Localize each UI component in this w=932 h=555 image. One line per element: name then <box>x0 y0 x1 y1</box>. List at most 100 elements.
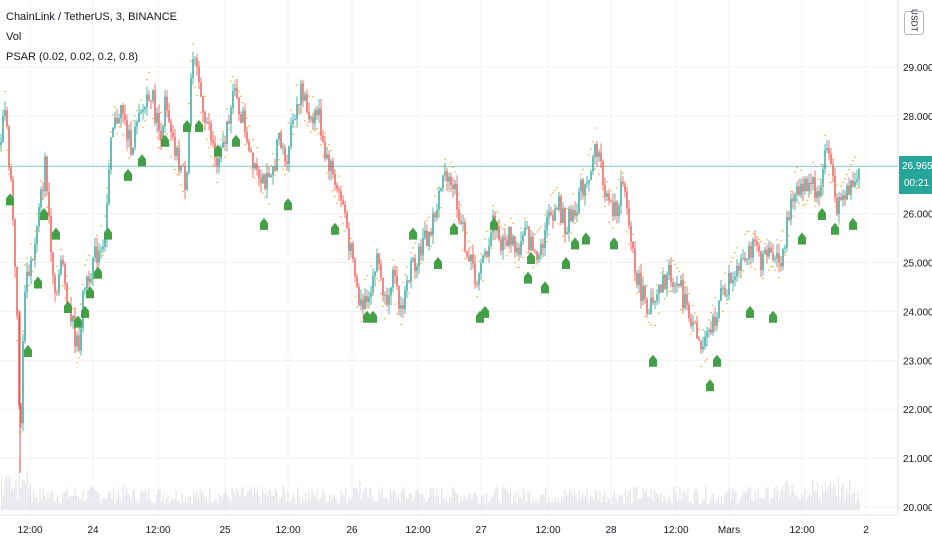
buy-signal-marker[interactable] <box>183 120 191 133</box>
candle-body <box>620 181 622 206</box>
candle-body <box>262 174 264 184</box>
buy-signal-marker[interactable] <box>195 120 203 133</box>
time-axis[interactable]: 12:00 24 12:00 25 12:00 26 12:00 27 12:00 28 12:00… <box>17 525 869 536</box>
psar-dot <box>672 259 674 262</box>
volume-bar <box>50 490 52 510</box>
volume-bar <box>548 497 550 510</box>
buy-signal-marker[interactable] <box>104 227 112 240</box>
buy-signal-marker[interactable] <box>831 222 839 235</box>
buy-signal-marker[interactable] <box>818 208 826 221</box>
psar-dot <box>598 173 600 175</box>
volume-bar <box>357 493 359 510</box>
candle-body <box>244 110 246 133</box>
volume-bar <box>594 489 596 510</box>
volume-bar <box>234 495 236 510</box>
volume-bar <box>122 486 124 510</box>
buy-signal-marker[interactable] <box>524 271 532 284</box>
volume-bar <box>530 503 532 510</box>
candle-body <box>98 250 100 263</box>
psar-dot <box>156 137 158 139</box>
volume-bar <box>796 495 798 510</box>
buy-signal-marker[interactable] <box>562 256 570 269</box>
volume-bar <box>780 490 782 510</box>
buy-signal-marker[interactable] <box>94 266 102 279</box>
buy-signal-marker[interactable] <box>86 286 94 299</box>
buy-signal-marker[interactable] <box>331 222 339 235</box>
buy-signal-marker[interactable] <box>706 379 714 392</box>
buy-signal-marker[interactable] <box>450 222 458 235</box>
candle-body <box>236 88 238 98</box>
volume-bar <box>265 492 267 510</box>
volume-bar <box>13 487 15 510</box>
buy-signal-marker[interactable] <box>713 354 721 367</box>
psar-dot <box>678 270 680 273</box>
buy-signal-marker[interactable] <box>284 198 292 211</box>
buy-signal-marker[interactable] <box>74 315 82 328</box>
psar-indicator-label[interactable]: PSAR (0.02, 0.02, 0.2, 0.8) <box>6 47 177 67</box>
volume-bar <box>433 487 435 510</box>
buy-signal-marker[interactable] <box>610 237 618 250</box>
buy-signal-marker[interactable] <box>409 227 417 240</box>
buy-signal-marker[interactable] <box>582 232 590 245</box>
volume-bar <box>420 494 422 510</box>
candle-body <box>394 269 396 276</box>
buy-signal-marker[interactable] <box>769 310 777 323</box>
psar-dot <box>710 311 712 314</box>
buy-signal-marker[interactable] <box>124 168 132 181</box>
volume-bar <box>565 495 567 510</box>
volume-bar <box>639 498 641 510</box>
buy-signal-marker[interactable] <box>6 193 14 206</box>
buy-signal-marker[interactable] <box>649 354 657 367</box>
psar-dot <box>60 248 62 251</box>
volume-bar <box>68 498 70 510</box>
buy-signal-marker[interactable] <box>138 154 146 167</box>
volume-bar <box>741 494 743 510</box>
volume-bar <box>721 495 723 510</box>
buy-signal-marker[interactable] <box>24 344 32 357</box>
psar-dot <box>186 179 188 181</box>
candle-body <box>6 110 8 127</box>
buy-signal-marker[interactable] <box>81 305 89 318</box>
psar-dot <box>540 226 542 228</box>
buy-signal-marker[interactable] <box>214 144 222 157</box>
volume-indicator-label[interactable]: Vol <box>6 31 22 43</box>
buy-signal-marker[interactable] <box>527 252 535 265</box>
candle-body <box>158 113 160 131</box>
buy-signal-marker[interactable] <box>490 217 498 230</box>
buy-signal-marker[interactable] <box>571 237 579 250</box>
currency-button[interactable]: USDT <box>904 9 924 35</box>
buy-signal-marker[interactable] <box>64 300 72 313</box>
buy-signal-marker[interactable] <box>434 256 442 269</box>
volume-bar <box>797 497 799 510</box>
buy-signal-marker[interactable] <box>161 134 169 147</box>
buy-signal-marker[interactable] <box>746 305 754 318</box>
volume-bar <box>295 503 297 510</box>
volume-bar <box>37 502 39 510</box>
candle-body <box>324 142 326 159</box>
buy-signal-marker[interactable] <box>260 217 268 230</box>
buy-signal-marker[interactable] <box>541 281 549 294</box>
volume-bar <box>773 489 775 510</box>
buy-signal-marker[interactable] <box>849 217 857 230</box>
psar-dot <box>430 245 432 248</box>
volume-bar <box>505 488 507 510</box>
buy-signal-marker[interactable] <box>40 208 48 221</box>
price-tick-label: 24.0000 <box>903 307 932 318</box>
candle-body <box>230 107 232 124</box>
psar-dot <box>398 288 400 291</box>
buy-signal-marker[interactable] <box>52 227 60 240</box>
buy-signal-marker[interactable] <box>798 232 806 245</box>
candle-body <box>90 278 92 283</box>
price-axis[interactable]: 20.0000 21.0000 22.0000 23.0000 24.0000 25.00… <box>903 63 932 514</box>
candle-body <box>848 185 850 195</box>
candle-body <box>822 169 824 187</box>
buy-signal-marker[interactable] <box>232 134 240 147</box>
candle-body <box>248 141 250 151</box>
buy-signal-marker[interactable] <box>34 276 42 289</box>
buy-signal-marker[interactable] <box>369 310 377 323</box>
symbol-title[interactable]: ChainLink / TetherUS, 3, BINANCE <box>6 11 177 23</box>
buy-signal-marker[interactable] <box>481 305 489 318</box>
volume-bar <box>666 502 668 510</box>
